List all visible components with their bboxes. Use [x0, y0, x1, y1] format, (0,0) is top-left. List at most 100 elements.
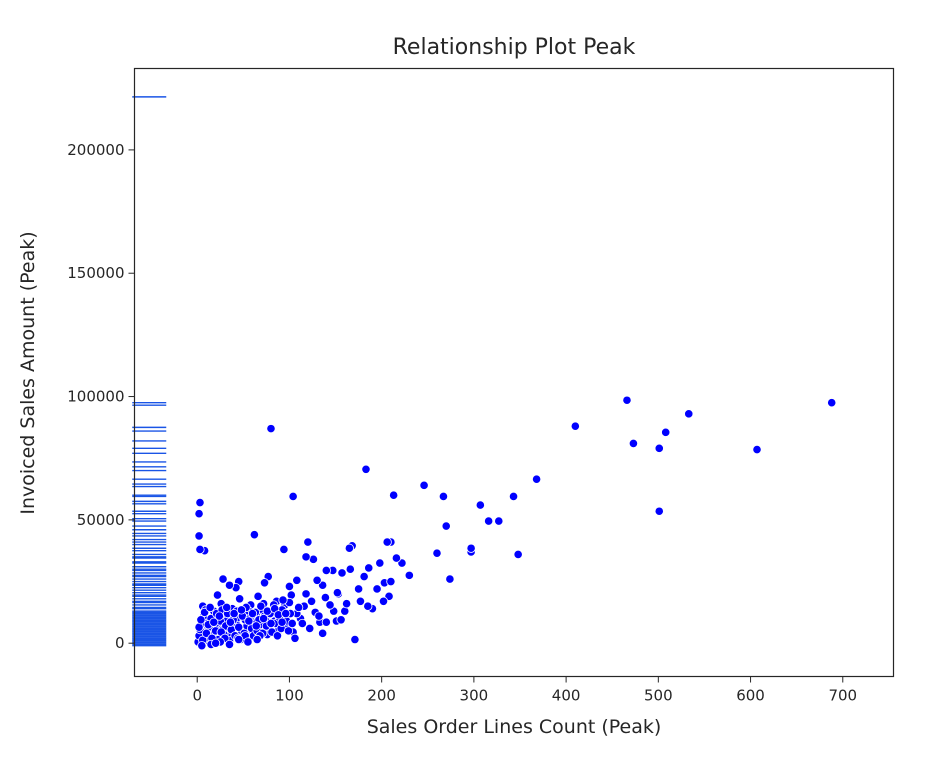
scatter-point — [266, 618, 276, 629]
scatter-point — [321, 565, 331, 576]
scatter-point — [272, 631, 283, 641]
scatter-point — [266, 424, 276, 434]
x-tick-label: 400 — [552, 687, 581, 705]
scatter-point — [294, 602, 304, 613]
scatter-point — [391, 553, 402, 563]
scatter-point — [321, 617, 331, 627]
y-axis: 0 50000 100000 150000 200000 — [67, 141, 135, 652]
scatter-point — [197, 641, 207, 651]
scatter-point — [224, 639, 235, 650]
scatter-point — [345, 564, 355, 574]
scatter-point — [337, 568, 347, 578]
scatter-point — [297, 618, 307, 629]
scatter-point — [234, 622, 244, 632]
scatter-point — [684, 409, 694, 419]
scatter-point — [336, 615, 346, 625]
scatter-point — [332, 588, 342, 598]
scatter-point — [194, 509, 204, 519]
scatter-point — [195, 498, 205, 508]
scatter-point — [827, 398, 837, 408]
scatter-point — [259, 578, 270, 588]
y-tick-label: 50000 — [77, 511, 125, 529]
scatter-point — [438, 491, 449, 502]
scatter-point — [229, 609, 239, 619]
scatter-point — [513, 549, 523, 560]
x-tick-label: 500 — [644, 687, 673, 705]
scatter-point — [508, 491, 519, 502]
scatter-point — [475, 500, 485, 510]
scatter-point — [361, 464, 371, 474]
scatter-point — [253, 591, 263, 601]
scatter-point — [419, 480, 429, 490]
scatter-point — [244, 616, 254, 626]
scatter-point — [225, 617, 236, 627]
scatter-point — [355, 596, 366, 606]
scatter-point — [195, 544, 205, 555]
scatter-point — [661, 427, 671, 437]
scatter-point — [284, 581, 295, 592]
scatter-point — [256, 601, 266, 611]
scatter-point — [243, 637, 253, 647]
scatter-point — [251, 621, 261, 631]
scatter-point — [236, 605, 247, 615]
scatter-point — [247, 609, 258, 619]
scatter-point — [287, 618, 297, 629]
scatter-point — [344, 543, 354, 553]
scatter-point — [372, 584, 382, 594]
scatter-point — [301, 589, 311, 599]
scatter-point — [194, 531, 204, 541]
scatter-point — [278, 595, 288, 605]
scatter-point — [375, 558, 385, 568]
scatter-point — [364, 563, 374, 573]
x-tick-label: 300 — [460, 687, 489, 705]
scatter-point — [570, 421, 580, 431]
x-axis: 0 100 200 300 400 500 600 700 — [192, 676, 857, 705]
scatter-point — [386, 576, 396, 587]
scatter-point — [441, 521, 451, 531]
scatter-point — [218, 574, 228, 584]
scatter-point — [342, 599, 352, 609]
scatter-point — [382, 537, 392, 547]
scatter-point — [752, 444, 762, 455]
x-tick-label: 100 — [275, 687, 304, 705]
scatter-point — [214, 611, 224, 621]
scatter-point — [205, 602, 215, 613]
y-tick-label: 0 — [115, 634, 125, 652]
scatter-point — [389, 490, 399, 500]
scatter-point — [320, 592, 331, 603]
scatter-point — [494, 516, 504, 526]
scatter-point — [222, 602, 232, 613]
scatter-point — [234, 634, 244, 645]
scatter-point — [378, 596, 389, 606]
y-tick-label: 200000 — [67, 141, 124, 159]
scatter-point — [654, 506, 664, 516]
scatter-point — [224, 580, 235, 590]
scatter-point — [283, 626, 294, 636]
scatter-point — [277, 617, 287, 627]
scatter-point — [466, 543, 476, 553]
scatter-point — [354, 584, 364, 594]
scatter-point — [404, 570, 414, 580]
scatter-point — [359, 572, 369, 582]
scatter-point — [314, 611, 324, 621]
scatter-point — [350, 634, 360, 645]
x-tick-label: 200 — [367, 687, 396, 705]
plot-frame — [133, 67, 895, 678]
scatter-point — [303, 537, 313, 547]
scatter-point — [363, 601, 373, 611]
scatter-point — [290, 633, 300, 643]
scatter-point — [306, 596, 317, 606]
scatter-point — [312, 575, 322, 585]
scatter-point — [325, 600, 335, 610]
scatter-point — [235, 594, 245, 604]
x-tick-label: 0 — [192, 687, 202, 705]
scatter-point — [531, 474, 542, 484]
scatter-point — [196, 615, 206, 625]
chart-title: Relationship Plot Peak — [393, 35, 636, 60]
x-tick-label: 600 — [736, 687, 765, 705]
scatter-point — [211, 638, 221, 648]
plot-area — [132, 67, 895, 678]
scatter-point — [318, 628, 328, 638]
scatter-point — [288, 491, 298, 502]
